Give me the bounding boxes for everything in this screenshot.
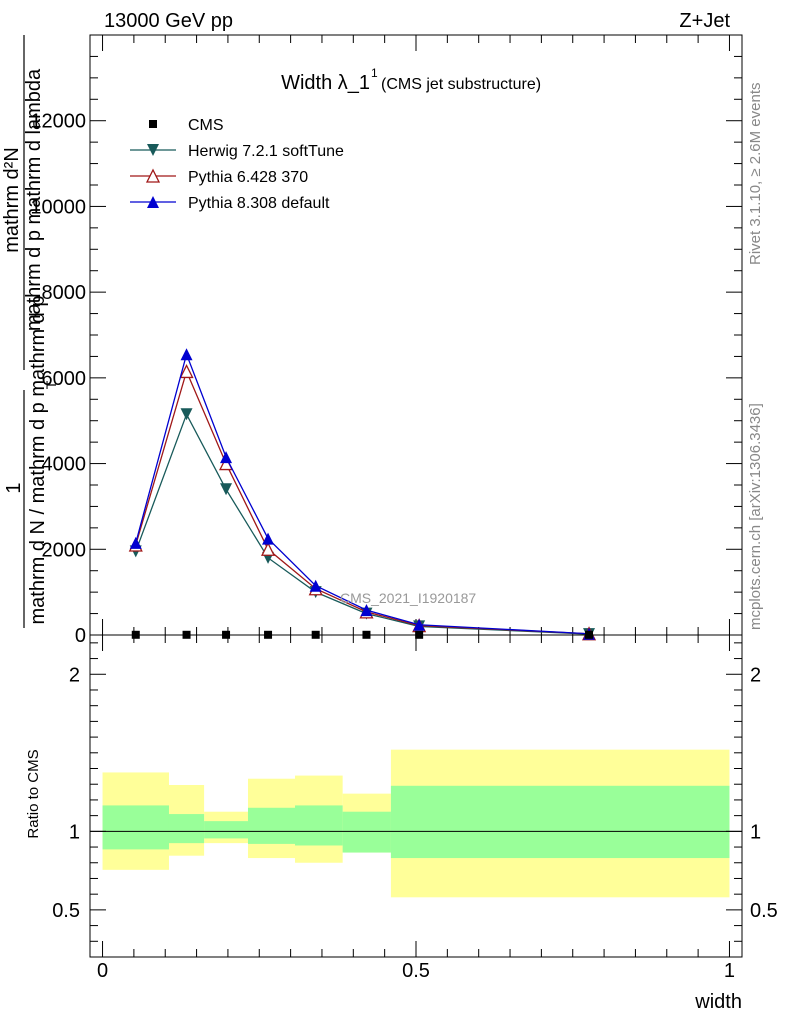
main-title-text: Width λ_1 bbox=[281, 72, 370, 94]
legend-label: Herwig 7.2.1 softTune bbox=[188, 143, 344, 160]
data-point bbox=[220, 451, 233, 464]
ratio-y-tick-label-right: 0.5 bbox=[750, 900, 778, 922]
ylabel-denominator-sub: T bbox=[43, 380, 59, 389]
data-point bbox=[129, 536, 142, 549]
ratio-inner-band bbox=[390, 785, 730, 859]
data-point bbox=[309, 579, 322, 592]
mcplots-label: mcplots.cern.ch [arXiv:1306.3436] bbox=[747, 403, 764, 630]
series-line bbox=[135, 369, 590, 635]
ratio-ylabel: Ratio to CMS bbox=[25, 749, 42, 838]
ylabel-numerator-line1: mathrm d²N bbox=[1, 147, 23, 253]
main-title: Width λ_1 1 (CMS jet substructure) bbox=[281, 66, 541, 94]
header-right: Z+Jet bbox=[679, 10, 730, 32]
legend-marker bbox=[147, 196, 159, 208]
main-y-tick-label: 6000 bbox=[42, 368, 87, 390]
main-y-tick-label: 0 bbox=[75, 625, 86, 647]
ratio-inner-band bbox=[168, 814, 205, 844]
watermark: CMS_2021_I1920187 bbox=[340, 590, 476, 606]
rivet-label: Rivet 3.1.10, ≥ 2.6M events bbox=[747, 83, 764, 266]
data-point bbox=[262, 532, 275, 545]
legend-label: Pythia 6.428 370 bbox=[188, 169, 308, 186]
ratio-inner-band bbox=[247, 807, 296, 844]
legend: CMS Herwig 7.2.1 softTune Pythia 6.428 370… bbox=[130, 117, 344, 212]
ratio-y-tick-label-right: 2 bbox=[750, 664, 761, 686]
series-line bbox=[135, 412, 590, 635]
ratio-inner-band bbox=[295, 805, 343, 846]
ratio-y-tick-label-left: 2 bbox=[69, 664, 80, 686]
x-tick-label: 0.5 bbox=[402, 960, 430, 982]
ylabel-denominator: mathrm d N / mathrm d p mathrm d p bbox=[27, 296, 49, 625]
data-point bbox=[180, 408, 193, 421]
data-point bbox=[220, 483, 233, 496]
x-tick-label: 1 bbox=[724, 960, 735, 982]
ylabel-numerator-line2: mathrm d p mathrm d lambda bbox=[23, 68, 45, 331]
data-point bbox=[360, 604, 373, 617]
legend-label: CMS bbox=[188, 117, 224, 134]
legend-marker bbox=[149, 120, 157, 128]
legend-marker bbox=[147, 144, 159, 156]
ratio-panel: 0 0.5 1 0.5 0.5 1 1 2 2 bbox=[52, 634, 778, 982]
main-title-paren: (CMS jet substructure) bbox=[381, 76, 541, 93]
ratio-inner-band bbox=[342, 811, 391, 853]
header-left: 13000 GeV pp bbox=[104, 10, 233, 32]
ratio-y-tick-label-left: 0.5 bbox=[52, 900, 80, 922]
ratio-y-tick-label-left: 1 bbox=[69, 821, 80, 843]
main-y-tick-label: 4000 bbox=[42, 454, 87, 476]
main-ylabel: 1 mathrm d²N mathrm d p mathrm d lambda … bbox=[1, 35, 59, 628]
x-axis-label: width bbox=[694, 991, 742, 1013]
legend-marker bbox=[145, 168, 161, 183]
legend-label: Pythia 8.308 default bbox=[188, 195, 330, 212]
ylabel-one: 1 bbox=[3, 482, 25, 493]
data-point bbox=[180, 348, 193, 361]
data-point bbox=[260, 541, 276, 556]
data-point bbox=[179, 363, 194, 379]
ratio-inner-band bbox=[204, 821, 248, 839]
x-tick-label: 0 bbox=[97, 960, 108, 982]
main-y-tick-label: 2000 bbox=[42, 539, 87, 561]
main-y-tick-label: 8000 bbox=[42, 282, 87, 304]
main-y-tick-label: 12000 bbox=[30, 111, 86, 133]
data-point bbox=[413, 618, 426, 631]
main-title-sup: 1 bbox=[371, 66, 378, 80]
main-y-tick-label: 10000 bbox=[30, 196, 86, 218]
ratio-frame bbox=[89, 634, 743, 958]
series-line bbox=[135, 352, 590, 635]
ratio-y-tick-label-right: 1 bbox=[750, 821, 761, 843]
ratio-inner-band bbox=[102, 805, 169, 850]
